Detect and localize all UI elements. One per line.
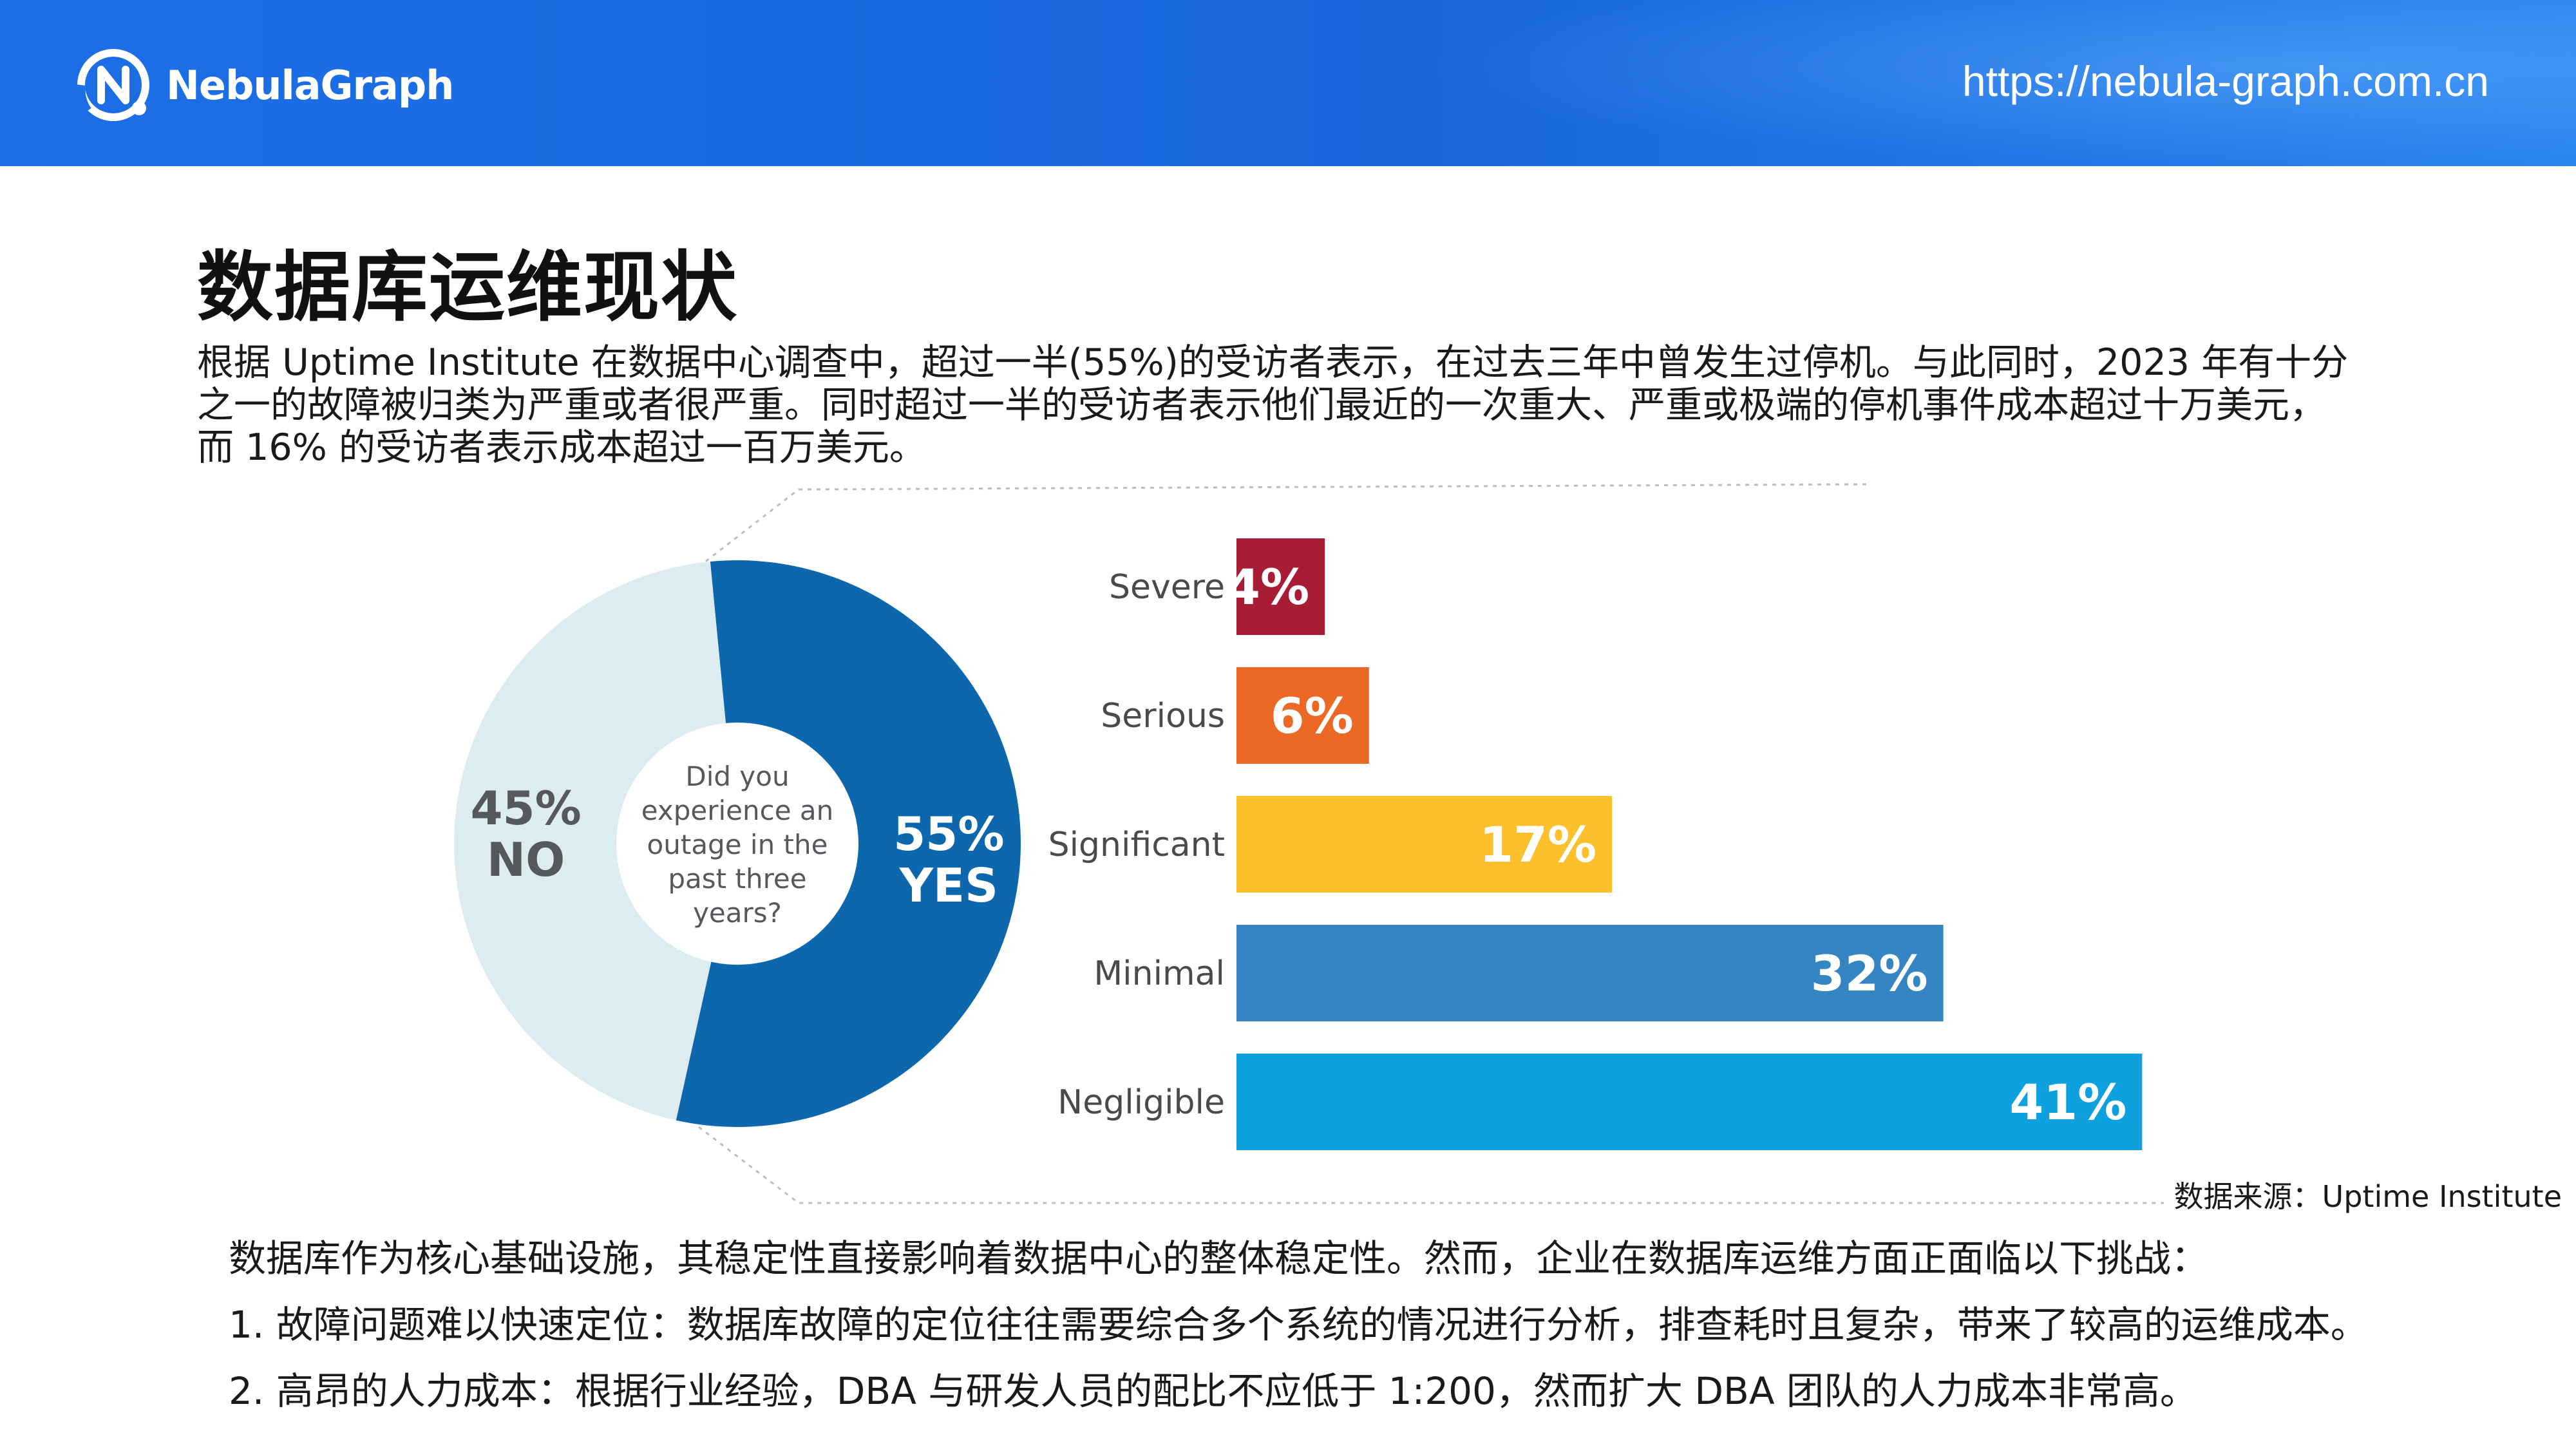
bar [1236, 1054, 2143, 1150]
bar-category-label: Negligible [1057, 1083, 1225, 1122]
body-line: 2. 高昂的人力成本：根据行业经验，DBA 与研发人员的配比不应低于 1:200… [229, 1369, 2197, 1413]
donut-center-text: outage in the [647, 829, 828, 860]
donut-center-text: years? [693, 897, 782, 929]
body-line: 1. 故障问题难以快速定位：数据库故障的定位往往需要综合多个系统的情况进行分析，… [229, 1303, 2368, 1347]
donut-center-text: past three [668, 863, 806, 895]
bar-category-label: Minimal [1094, 954, 1225, 993]
bar [1236, 925, 1944, 1021]
pie-slice-label: YES [899, 858, 998, 913]
logo[interactable]: NebulaGraph [72, 44, 454, 126]
bar [1236, 796, 1613, 893]
pie-slice-percent: 45% [470, 781, 581, 835]
body-text: 数据库作为核心基础设施，其稳定性直接影响着数据中心的整体稳定性。然而，企业在数据… [229, 1236, 2483, 1435]
donut-center-text: Did you [685, 761, 789, 792]
bar-value-label: 41% [2009, 1074, 2126, 1131]
intro-line: 而 16% 的受访者表示成本超过一百万美元。 [197, 426, 926, 469]
intro-line: 之一的故障被归类为严重或者很严重。同时超过一半的受访者表示他们最近的一次重大、严… [197, 384, 2326, 426]
page-title: 数据库运维现状 [197, 243, 739, 332]
intro-paragraph: 根据 Uptime Institute 在数据中心调查中，超过一半(55%)的受… [197, 341, 2387, 469]
bar-value-label: 6% [1271, 687, 1354, 744]
bar-value-label: 32% [1811, 945, 1928, 1002]
bar-category-label: Severe [1109, 568, 1225, 607]
donut-hole [616, 723, 858, 965]
intro-line: 根据 Uptime Institute 在数据中心调查中，超过一半(55%)的受… [197, 341, 2349, 384]
header-glow [1417, 0, 2576, 166]
bar-category-label: Significant [1048, 826, 1225, 864]
brand-name: NebulaGraph [166, 61, 454, 109]
bar-value-label: 4% [1226, 558, 1309, 616]
bar [1236, 538, 1325, 635]
bar [1236, 667, 1369, 764]
header-bar: NebulaGraph https://nebula-graph.com.cn [0, 0, 2576, 166]
nebulagraph-logo-icon [76, 49, 149, 121]
pie-slice [454, 562, 737, 1121]
guide-line-top [698, 483, 1868, 568]
bar-value-label: 17% [1479, 816, 1596, 873]
pie-slice-label: NO [487, 833, 565, 887]
site-url[interactable]: https://nebula-graph.com.cn [1962, 57, 2489, 105]
data-source: 数据来源：Uptime Institute [2174, 1179, 2562, 1214]
body-line: 数据库作为核心基础设施，其稳定性直接影响着数据中心的整体稳定性。然而，企业在数据… [229, 1236, 2209, 1280]
donut-center-text: experience an [641, 795, 834, 826]
pie-slice-percent: 55% [893, 807, 1004, 861]
bar-category-label: Serious [1101, 697, 1225, 735]
